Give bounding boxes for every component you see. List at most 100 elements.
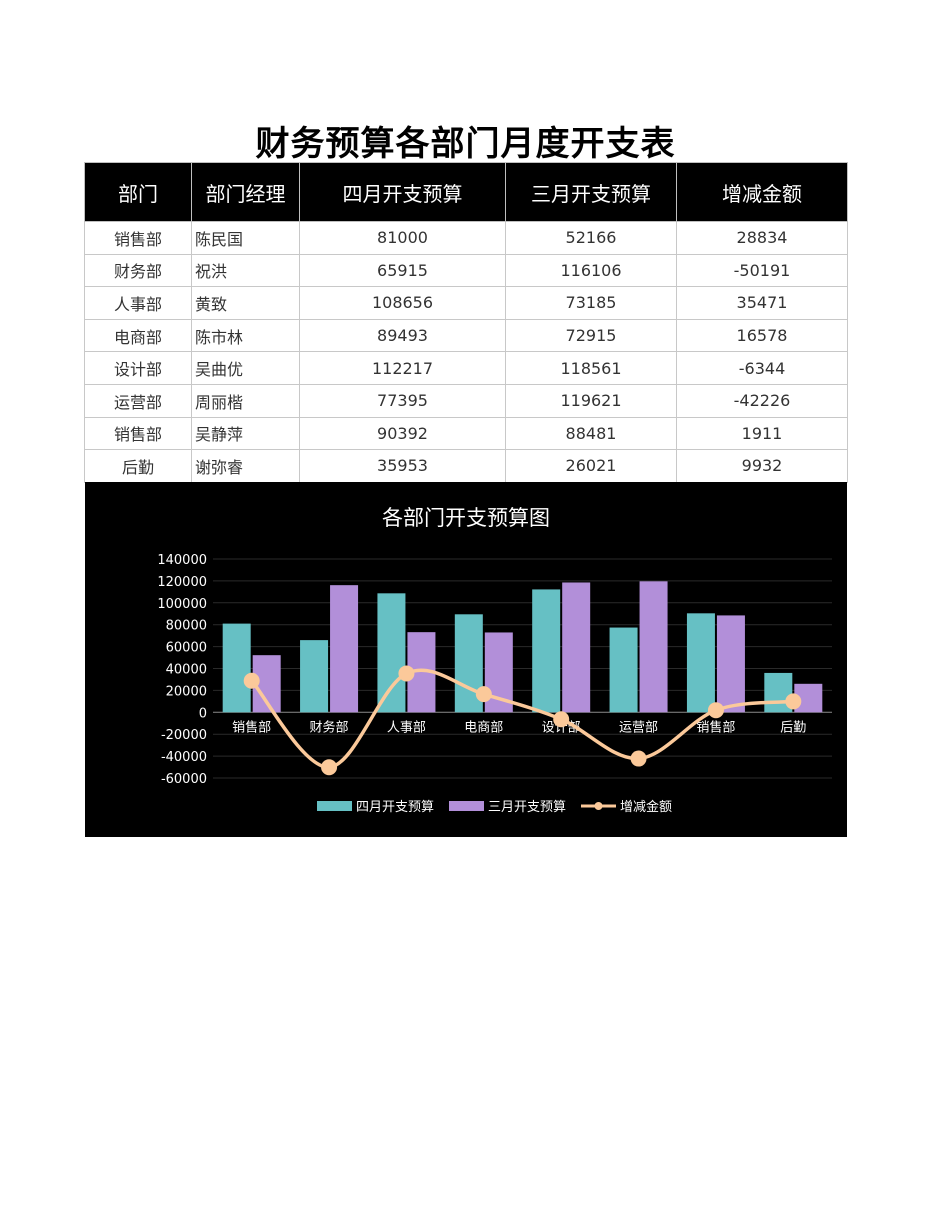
y-tick-label: 80000 (166, 619, 207, 634)
bar-april (222, 623, 251, 713)
legend-swatch-marker (594, 802, 603, 810)
table-row: 财务部 祝洪 65915 116106 -50191 (84, 253, 848, 288)
cell-change: 35471 (676, 286, 848, 320)
header-dept: 部门 (84, 162, 192, 222)
y-tick-label: 40000 (166, 663, 207, 678)
cell-manager: 陈民国 (191, 221, 300, 255)
bar-april (377, 593, 406, 713)
cell-manager: 谢弥睿 (191, 449, 300, 483)
x-category-label: 销售部 (232, 719, 271, 735)
y-tick-label: -60000 (161, 772, 207, 787)
cell-march: 116106 (505, 253, 677, 288)
header-change-amount: 增减金额 (676, 162, 848, 222)
cell-march: 88481 (505, 416, 677, 451)
legend-label: 三月开支预算 (488, 800, 566, 815)
table-row: 电商部 陈市林 89493 72915 16578 (84, 318, 848, 353)
legend-label: 增减金额 (620, 799, 672, 815)
header-april-budget: 四月开支预算 (299, 162, 506, 222)
x-category-label: 财务部 (310, 719, 349, 735)
cell-april: 77395 (299, 383, 506, 418)
y-tick-label: 20000 (166, 684, 207, 699)
y-tick-label: 140000 (157, 553, 207, 568)
change-point (553, 711, 570, 728)
cell-manager: 周丽楷 (191, 383, 300, 418)
bar-april (686, 613, 715, 713)
change-point (707, 702, 724, 719)
cell-march: 52166 (505, 221, 677, 255)
y-tick-label: -40000 (161, 750, 207, 765)
cell-dept: 人事部 (84, 286, 192, 320)
cell-dept: 销售部 (84, 221, 192, 255)
cell-manager: 吴静萍 (191, 416, 300, 451)
table-row: 设计部 吴曲优 112217 118561 -6344 (84, 351, 848, 385)
cell-april: 35953 (299, 449, 506, 483)
cell-change: -6344 (676, 351, 848, 385)
legend-swatch (449, 801, 484, 811)
bar-april (609, 627, 638, 713)
cell-change: 16578 (676, 318, 848, 353)
cell-april: 90392 (299, 416, 506, 451)
cell-dept: 设计部 (84, 351, 192, 385)
cell-manager: 吴曲优 (191, 351, 300, 385)
table-row: 销售部 陈民国 81000 52166 28834 (84, 221, 848, 255)
cell-march: 119621 (505, 383, 677, 418)
cell-change: 9932 (676, 449, 848, 483)
cell-change: -50191 (676, 253, 848, 288)
change-point (321, 759, 338, 776)
cell-dept: 运营部 (84, 383, 192, 418)
legend-label: 四月开支预算 (356, 800, 434, 815)
table-row: 人事部 黄致 108656 73185 35471 (84, 286, 848, 320)
cell-change: 1911 (676, 416, 848, 451)
bar-march (562, 582, 591, 713)
chart-canvas: 各部门开支预算图 140000 120000 100000 80000 60000 400… (157, 506, 832, 815)
bar-march (639, 581, 668, 713)
budget-chart: 各部门开支预算图 140000 120000 100000 80000 60000 400… (85, 482, 847, 837)
cell-march: 73185 (505, 286, 677, 320)
cell-dept: 销售部 (84, 416, 192, 451)
change-point (475, 686, 492, 703)
cell-march: 26021 (505, 449, 677, 483)
y-tick-label: 60000 (166, 641, 207, 656)
cell-dept: 财务部 (84, 253, 192, 288)
page-title: 财务预算各部门月度开支表 (255, 124, 676, 164)
cell-april: 81000 (299, 221, 506, 255)
bar-march (716, 615, 745, 713)
bar-april (532, 589, 561, 713)
header-march-budget: 三月开支预算 (505, 162, 677, 222)
cell-april: 65915 (299, 253, 506, 288)
x-category-label: 销售部 (696, 719, 735, 735)
table-row: 后勤 谢弥睿 35953 26021 9932 (84, 449, 848, 483)
table-header-row: 部门 部门经理 四月开支预算 三月开支预算 增减金额 (84, 162, 848, 222)
x-category-label: 运营部 (619, 720, 658, 735)
y-tick-label: 100000 (157, 597, 207, 612)
table-row: 销售部 吴静萍 90392 88481 1911 (84, 416, 848, 451)
cell-march: 118561 (505, 351, 677, 385)
bar-april (300, 640, 329, 713)
cell-manager: 陈市林 (191, 318, 300, 353)
cell-dept: 电商部 (84, 318, 192, 353)
x-category-label: 电商部 (464, 720, 503, 735)
x-category-label: 后勤 (780, 720, 806, 735)
y-tick-label: 120000 (157, 575, 207, 590)
y-tick-label: 0 (199, 706, 207, 721)
cell-april: 112217 (299, 351, 506, 385)
cell-manager: 黄致 (191, 286, 300, 320)
cell-change: 28834 (676, 221, 848, 255)
x-category-label: 人事部 (387, 720, 426, 735)
y-tick-label: -20000 (161, 728, 207, 743)
bar-march (330, 585, 359, 713)
budget-table: 部门 部门经理 四月开支预算 三月开支预算 增减金额 销售部 陈民国 81000… (84, 162, 848, 483)
cell-manager: 祝洪 (191, 253, 300, 288)
header-manager: 部门经理 (191, 162, 300, 222)
table-row: 运营部 周丽楷 77395 119621 -42226 (84, 383, 848, 418)
change-point (785, 693, 802, 710)
change-point (630, 750, 647, 767)
chart-title: 各部门开支预算图 (382, 506, 550, 530)
cell-dept: 后勤 (84, 449, 192, 483)
cell-change: -42226 (676, 383, 848, 418)
change-point (243, 672, 260, 689)
change-point (398, 665, 415, 682)
legend-swatch (317, 801, 352, 811)
cell-march: 72915 (505, 318, 677, 353)
cell-april: 89493 (299, 318, 506, 353)
